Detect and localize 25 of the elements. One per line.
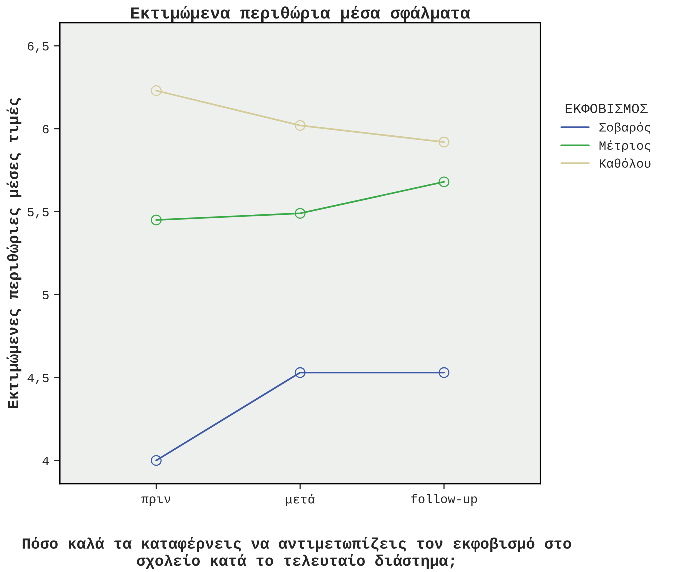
x-tick-label: πριν bbox=[142, 496, 171, 506]
point bbox=[151, 214, 162, 226]
y-tick-label: 5 bbox=[42, 291, 49, 300]
legend-label: Μέτριος bbox=[600, 140, 651, 153]
x-axis-title: Πόσο καλά τα καταφέρνεις να αντιμετωπίζεις τον εκφοβισμό στο σχολείο κατά το τελευταίο διάστημα; bbox=[22, 537, 572, 570]
point bbox=[294, 367, 306, 378]
y-tick-label: 4 bbox=[42, 456, 50, 466]
legend-label: Καθόλου bbox=[600, 158, 651, 168]
chart-title: Εκτιμώμενα περιθώρια μέσα σφάλματα bbox=[131, 6, 470, 22]
point bbox=[438, 136, 450, 148]
y-tick-label: 4,5 bbox=[28, 374, 49, 385]
x-tick-label: follow-up bbox=[411, 494, 478, 506]
point bbox=[438, 367, 450, 378]
y-tick-label: 5,5 bbox=[28, 208, 49, 219]
point bbox=[151, 85, 162, 96]
point bbox=[438, 176, 450, 188]
y-tick-label: 6 bbox=[43, 125, 49, 134]
point bbox=[151, 455, 162, 466]
point bbox=[294, 208, 306, 219]
x-tick-label: μετά bbox=[286, 494, 316, 506]
legend-label: Σοβαρός bbox=[600, 122, 651, 134]
point bbox=[294, 120, 306, 132]
y-axis-title: Εκτιμώμενες περιθώριες μέσες τιμές bbox=[6, 98, 22, 408]
y-tick-label: 6,5 bbox=[28, 42, 49, 53]
legend-title: ΕΚΦΟΒΙΣΜΟΣ bbox=[566, 104, 648, 114]
